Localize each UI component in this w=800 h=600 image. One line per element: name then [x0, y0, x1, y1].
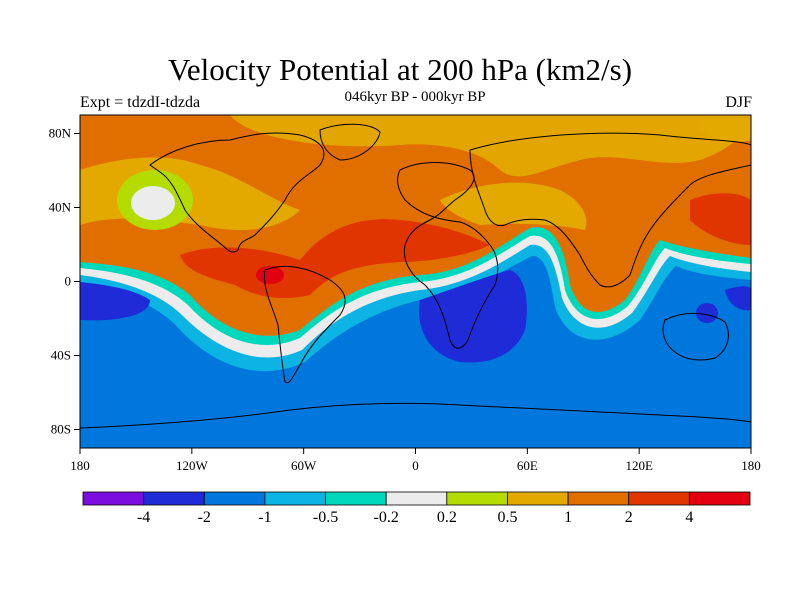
x-tick-label: 0: [412, 458, 419, 473]
colorbar-segment: [325, 491, 387, 506]
colorbar-segment: [628, 491, 690, 506]
colorbar-segment: [446, 491, 508, 506]
y-tick-label: 40N: [49, 200, 72, 215]
colorbar: -4 -2 -1 -0.5 -0.2 0.2 0.5 1 2 4: [82, 491, 751, 526]
y-axis: 80N 40N 0 40S 80S: [49, 126, 80, 437]
colorbar-segment: [567, 491, 630, 506]
colorbar-segment: [507, 491, 569, 506]
colorbar-segment: [143, 491, 205, 506]
x-tick-label: 120W: [176, 458, 209, 473]
plot-subtitle: 046kyr BP - 000kyr BP: [344, 89, 486, 105]
colorbar-label: 1: [564, 509, 572, 526]
y-tick-label: 80N: [49, 126, 72, 141]
colorbar-label: -0.5: [313, 509, 338, 526]
colorbar-segment: [385, 491, 448, 506]
season-label: DJF: [725, 94, 752, 111]
colorbar-label: 2: [625, 509, 633, 526]
colorbar-label: -0.2: [374, 509, 399, 526]
colorbar-label: -4: [137, 509, 150, 526]
y-tick-label: 40S: [51, 348, 71, 363]
colorbar-label: -2: [198, 509, 211, 526]
experiment-label: Expt = tdzdI-tdzda: [80, 94, 201, 111]
x-axis: 180 120W 60W 0 60E 120E 180: [70, 448, 761, 473]
x-tick-label: 60E: [517, 458, 538, 473]
y-tick-label: 80S: [51, 422, 71, 437]
x-tick-label: 180: [70, 458, 90, 473]
colorbar-label: 0.5: [497, 509, 517, 526]
map-field: [80, 115, 751, 448]
y-tick-label: 0: [65, 274, 72, 289]
plot-title: Velocity Potential at 200 hPa (km2/s): [167, 52, 633, 87]
x-tick-label: 60W: [291, 458, 317, 473]
colorbar-segment: [82, 491, 145, 506]
x-tick-label: 120E: [625, 458, 653, 473]
colorbar-label: -1: [258, 509, 271, 526]
colorbar-segment: [264, 491, 326, 506]
colorbar-segment: [203, 491, 266, 506]
colorbar-label: 4: [685, 509, 693, 526]
x-tick-label: 180: [741, 458, 761, 473]
coastlines: [80, 123, 751, 429]
colorbar-segment: [688, 491, 751, 506]
colorbar-label: 0.2: [437, 509, 457, 526]
